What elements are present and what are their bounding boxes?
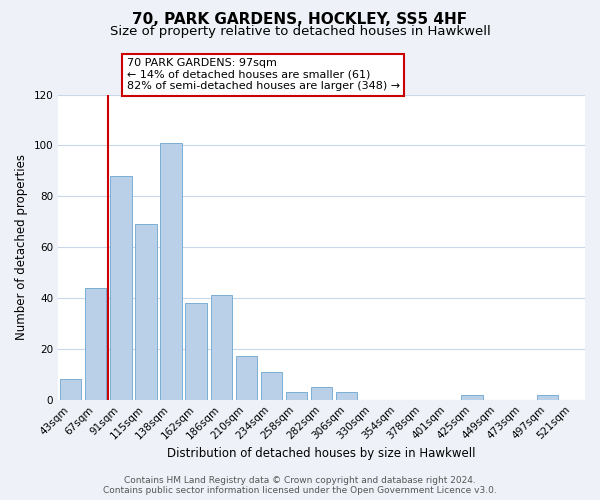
Bar xyxy=(85,288,106,400)
Bar xyxy=(236,356,257,400)
Text: 70 PARK GARDENS: 97sqm
← 14% of detached houses are smaller (61)
82% of semi-det: 70 PARK GARDENS: 97sqm ← 14% of detached… xyxy=(127,58,400,92)
X-axis label: Distribution of detached houses by size in Hawkwell: Distribution of detached houses by size … xyxy=(167,447,476,460)
Bar xyxy=(537,394,558,400)
Text: Contains HM Land Registry data © Crown copyright and database right 2024.
Contai: Contains HM Land Registry data © Crown c… xyxy=(103,476,497,495)
Bar xyxy=(461,394,483,400)
Bar xyxy=(160,143,182,400)
Text: 70, PARK GARDENS, HOCKLEY, SS5 4HF: 70, PARK GARDENS, HOCKLEY, SS5 4HF xyxy=(133,12,467,28)
Bar xyxy=(211,296,232,400)
Bar xyxy=(311,387,332,400)
Bar xyxy=(336,392,358,400)
Bar xyxy=(110,176,131,400)
Bar xyxy=(286,392,307,400)
Bar xyxy=(136,224,157,400)
Bar xyxy=(60,380,82,400)
Y-axis label: Number of detached properties: Number of detached properties xyxy=(15,154,28,340)
Bar xyxy=(261,372,282,400)
Bar xyxy=(185,303,207,400)
Text: Size of property relative to detached houses in Hawkwell: Size of property relative to detached ho… xyxy=(110,25,490,38)
